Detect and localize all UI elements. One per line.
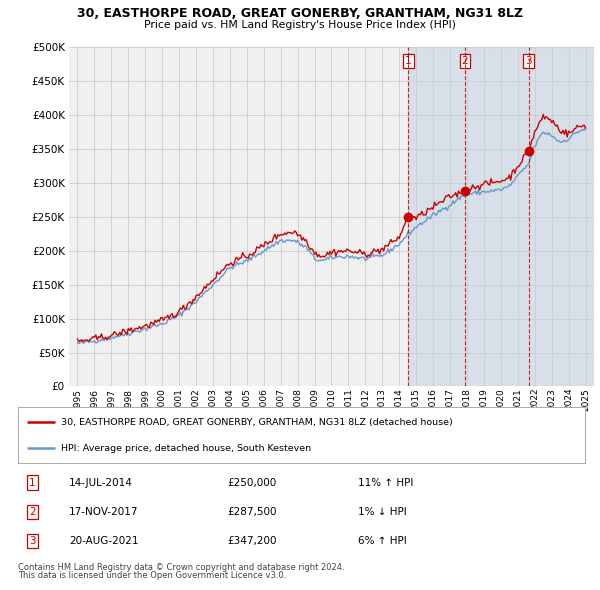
Text: £250,000: £250,000: [228, 477, 277, 487]
Text: 2: 2: [461, 55, 468, 65]
Text: £287,500: £287,500: [228, 507, 277, 517]
Text: 30, EASTHORPE ROAD, GREAT GONERBY, GRANTHAM, NG31 8LZ: 30, EASTHORPE ROAD, GREAT GONERBY, GRANT…: [77, 7, 523, 20]
Text: 6% ↑ HPI: 6% ↑ HPI: [358, 536, 407, 546]
Text: 1: 1: [29, 477, 35, 487]
Bar: [409, 47, 594, 386]
Text: 1% ↓ HPI: 1% ↓ HPI: [358, 507, 407, 517]
Text: 2: 2: [29, 507, 35, 517]
Text: 17-NOV-2017: 17-NOV-2017: [69, 507, 139, 517]
Text: 30, EASTHORPE ROAD, GREAT GONERBY, GRANTHAM, NG31 8LZ (detached house): 30, EASTHORPE ROAD, GREAT GONERBY, GRANT…: [61, 418, 452, 427]
Text: 20-AUG-2021: 20-AUG-2021: [69, 536, 139, 546]
Text: Contains HM Land Registry data © Crown copyright and database right 2024.: Contains HM Land Registry data © Crown c…: [18, 563, 344, 572]
Text: 14-JUL-2014: 14-JUL-2014: [69, 477, 133, 487]
Text: HPI: Average price, detached house, South Kesteven: HPI: Average price, detached house, Sout…: [61, 444, 311, 453]
Text: 11% ↑ HPI: 11% ↑ HPI: [358, 477, 413, 487]
Text: 3: 3: [29, 536, 35, 546]
Text: 1: 1: [405, 55, 412, 65]
Text: £347,200: £347,200: [228, 536, 277, 546]
Text: Price paid vs. HM Land Registry's House Price Index (HPI): Price paid vs. HM Land Registry's House …: [144, 20, 456, 30]
Text: 3: 3: [526, 55, 532, 65]
Text: This data is licensed under the Open Government Licence v3.0.: This data is licensed under the Open Gov…: [18, 571, 286, 580]
